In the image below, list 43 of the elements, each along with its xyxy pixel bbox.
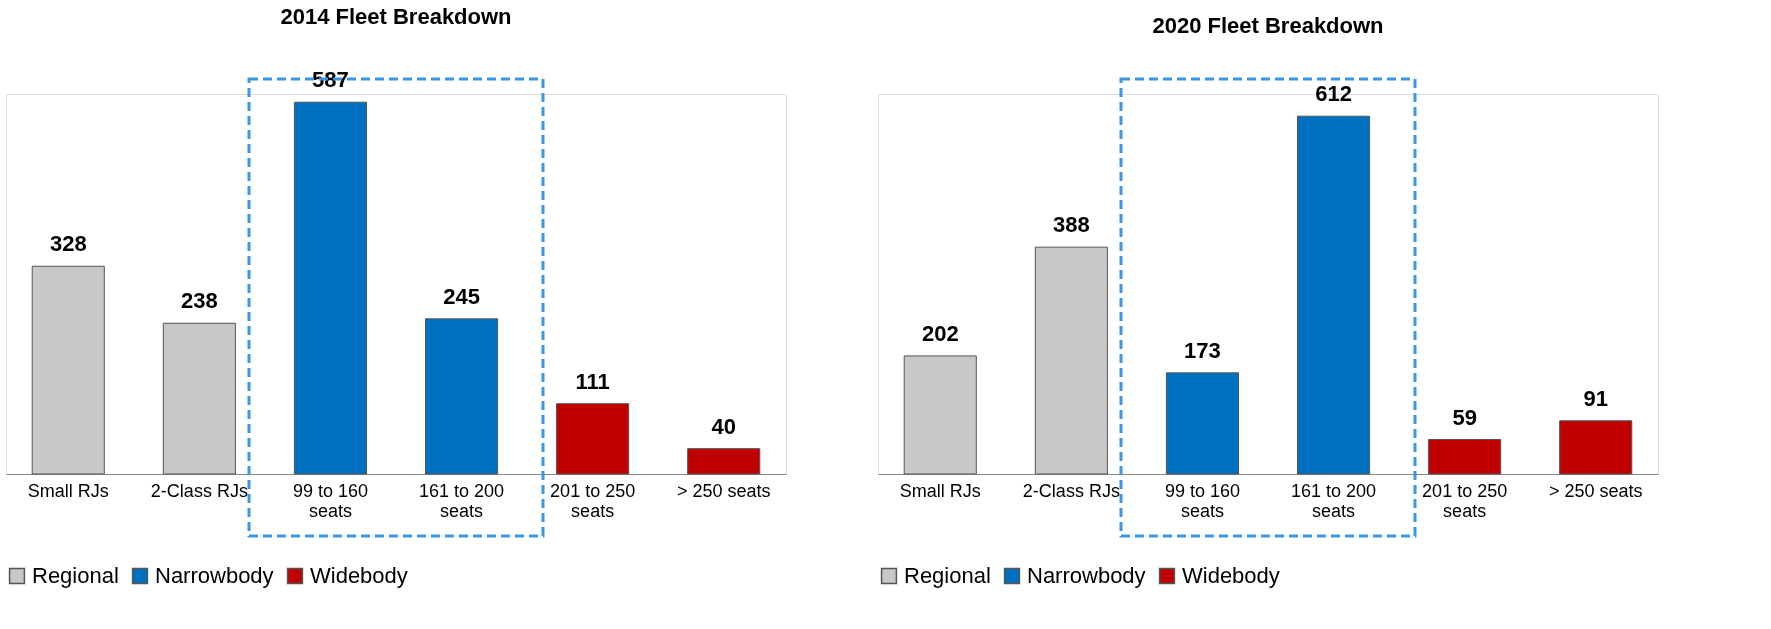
data-label: 40 bbox=[711, 413, 736, 439]
bar bbox=[1428, 439, 1502, 475]
chart-title: 2014 Fleet Breakdown bbox=[280, 4, 512, 30]
legend-label: Regional bbox=[32, 563, 119, 588]
bar bbox=[293, 101, 367, 475]
bar bbox=[556, 403, 630, 475]
legend-label: Narrowbody bbox=[155, 563, 274, 588]
bar bbox=[687, 448, 761, 475]
data-label: 202 bbox=[921, 320, 959, 346]
bar bbox=[1034, 246, 1108, 475]
data-label: 111 bbox=[575, 368, 610, 394]
legend-label: Widebody bbox=[1182, 563, 1280, 588]
x-tick-label: Small RJs bbox=[27, 480, 109, 501]
legend-label: Regional bbox=[904, 563, 991, 588]
legend-label: Widebody bbox=[310, 563, 408, 588]
x-tick-label: 201 to 250 seats bbox=[550, 480, 636, 521]
bar bbox=[31, 265, 105, 475]
bar bbox=[1165, 372, 1239, 475]
bar bbox=[162, 322, 236, 475]
data-label: 59 bbox=[1452, 404, 1477, 430]
legend-label: Narrowbody bbox=[1027, 563, 1146, 588]
data-label: 612 bbox=[1315, 81, 1352, 107]
x-tick-label: 161 to 200 seats bbox=[1291, 480, 1377, 521]
data-label: 328 bbox=[49, 231, 87, 257]
x-tick-label: > 250 seats bbox=[1548, 480, 1643, 501]
x-tick-label: 2-Class RJs bbox=[150, 480, 248, 501]
bar bbox=[425, 318, 499, 475]
data-label: 238 bbox=[181, 288, 218, 314]
x-tick-label: 99 to 160 seats bbox=[292, 480, 368, 521]
bar bbox=[1297, 115, 1371, 475]
data-label: 173 bbox=[1184, 337, 1221, 363]
x-tick-label: > 250 seats bbox=[676, 480, 771, 501]
x-tick-label: 2-Class RJs bbox=[1022, 480, 1120, 501]
data-label: 245 bbox=[443, 283, 480, 309]
x-tick-label: 161 to 200 seats bbox=[419, 480, 505, 521]
bar bbox=[903, 355, 977, 475]
x-tick-label: 99 to 160 seats bbox=[1164, 480, 1240, 521]
data-label: 91 bbox=[1583, 385, 1608, 411]
bar bbox=[1559, 420, 1633, 475]
data-label: 388 bbox=[1053, 212, 1090, 238]
x-tick-label: 201 to 250 seats bbox=[1422, 480, 1508, 521]
chart-title: 2020 Fleet Breakdown bbox=[1152, 12, 1384, 38]
x-tick-label: Small RJs bbox=[899, 480, 981, 501]
